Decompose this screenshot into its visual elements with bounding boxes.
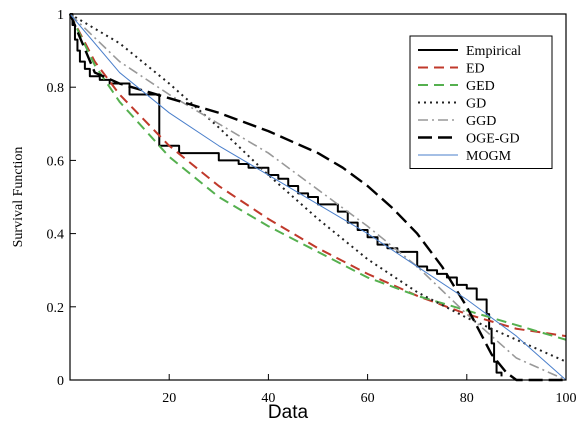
series-line-ged: [69, 13, 567, 341]
x-tick-label: 20: [162, 391, 176, 406]
plot-frame: [69, 13, 567, 381]
legend-label-gd: GD: [466, 97, 486, 112]
legend-label-empirical: Empirical: [466, 44, 521, 59]
y-tick-label: 0.2: [47, 301, 65, 316]
series-line-ggd: [69, 13, 567, 381]
y-axis-label: Survival Function: [11, 147, 26, 248]
series-line-ed: [69, 13, 567, 338]
y-tick-label: 0.4: [47, 228, 65, 243]
legend-box: [409, 35, 553, 169]
series-line-oge-gd: [68, 13, 566, 382]
plot-area: [68, 13, 567, 382]
axes: 0 0.2 0.4 0.6 0.8 1 20 40 60 80 100 Data Survival Fu…: [11, 8, 577, 423]
legend: Empirical ED GED GD GGD OGE-GD MOGM: [409, 35, 553, 169]
y-tick-label: 0.8: [47, 81, 65, 96]
y-tick-label: 0: [57, 374, 64, 389]
x-tick-label: 100: [556, 391, 577, 406]
legend-label-mogm: MOGM: [466, 149, 512, 164]
x-tick-label: 60: [361, 391, 375, 406]
x-tick-label: 80: [460, 391, 474, 406]
legend-label-ed: ED: [466, 62, 485, 77]
legend-label-ged: GED: [466, 79, 495, 94]
x-axis-label: Data: [268, 402, 309, 423]
legend-label-ggd: GGD: [466, 114, 496, 129]
series-line-mogm: [69, 13, 567, 381]
x-tick-label: 40: [261, 391, 275, 406]
legend-label-oge-gd: OGE-GD: [466, 132, 520, 147]
y-tick-label: 0.6: [47, 154, 65, 169]
y-tick-label: 1: [57, 8, 64, 23]
